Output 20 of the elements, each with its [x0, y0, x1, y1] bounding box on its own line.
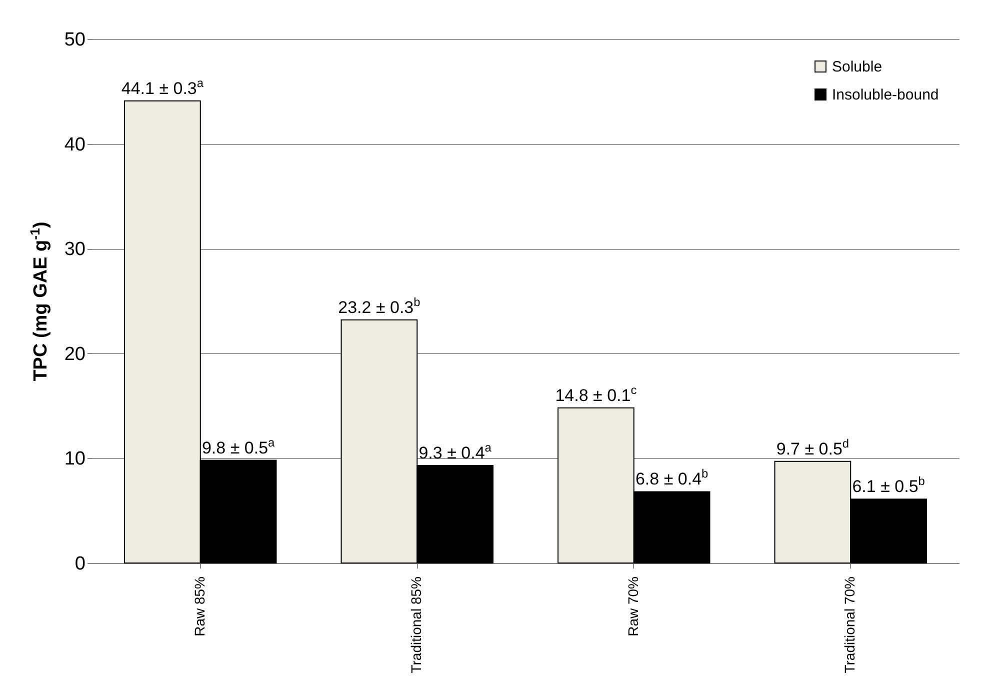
y-tick-label: 40	[64, 134, 86, 156]
legend-label: Insoluble-bound	[832, 86, 939, 104]
data-label: 6.1 ± 0.5$^{b}$	[852, 474, 926, 496]
x-tick-label: Traditional 85%	[408, 576, 424, 674]
data-label: 14.8 ± 0.1$^{c}$	[555, 382, 637, 405]
data-label: 44.1 ± 0.3$^{a}$	[121, 76, 204, 98]
y-tick-label: 0	[74, 554, 86, 574]
data-label: 9.8 ± 0.5$^{a}$	[202, 435, 276, 458]
y-tick-label: 10	[64, 448, 86, 470]
x-tick-label: Raw 85%	[191, 576, 208, 636]
x-tick-label: Traditional 70%	[842, 576, 858, 674]
x-tick-label: Raw 70%	[624, 576, 641, 636]
y-tick-label: 20	[64, 344, 86, 365]
data-label: 23.2 ± 0.3$^{b}$	[338, 294, 421, 317]
y-tick-label: 50	[64, 30, 86, 50]
data-label: 6.8 ± 0.4$^{b}$	[635, 466, 709, 489]
legend-label: Soluble	[832, 58, 882, 76]
y-tick-label: 30	[64, 239, 86, 260]
data-label: 9.7 ± 0.5$^{d}$	[776, 436, 850, 458]
data-label: 9.3 ± 0.4$^{a}$	[418, 440, 492, 463]
